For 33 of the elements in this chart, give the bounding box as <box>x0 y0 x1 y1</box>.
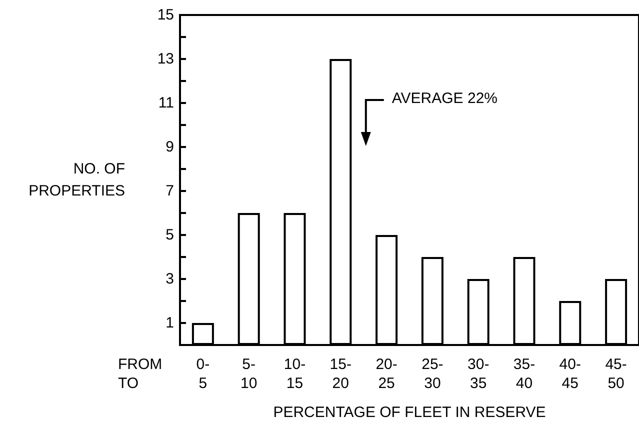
y-axis-title: NO. OF PROPERTIES <box>28 160 125 200</box>
bar <box>559 301 582 345</box>
text: FROM <box>118 356 162 373</box>
annotation: AVERAGE 22% <box>392 90 498 107</box>
x-tick-label: 15- 20 <box>330 356 352 392</box>
bar <box>421 257 444 345</box>
y-tick-label: 7 <box>166 182 174 200</box>
x-tick-label: 5- 10 <box>240 356 258 392</box>
bar <box>284 213 306 345</box>
x-tick-label: 40- 45 <box>559 356 581 392</box>
y-tick-label: 5 <box>166 226 174 244</box>
bar <box>192 323 214 345</box>
x-tick-label: 10- 15 <box>284 356 306 392</box>
x-tick-label: 30- 35 <box>468 356 490 392</box>
x-tick-label: 0- 5 <box>196 356 210 392</box>
y-tick-label: 3 <box>166 270 174 288</box>
bar <box>238 213 260 345</box>
x-tick-label: 20- 25 <box>376 356 398 392</box>
text: TO <box>118 375 139 392</box>
bar <box>376 235 398 345</box>
y-tick-label: 15 <box>157 6 174 24</box>
bar <box>467 279 490 345</box>
x-axis-title: PERCENTAGE OF FLEET IN RESERVE <box>273 404 546 421</box>
y-tick-label: 9 <box>166 138 174 156</box>
y-tick-label: 1 <box>166 314 174 332</box>
x-tick-label: 25- 30 <box>422 356 444 392</box>
x-tick-label: 35- 40 <box>513 356 536 392</box>
bar <box>330 59 352 345</box>
y-tick-label: 11 <box>158 94 174 112</box>
x-tick-label: 45- 50 <box>605 356 627 392</box>
y-tick-label: 13 <box>157 50 174 68</box>
bar <box>513 257 536 345</box>
bar <box>605 279 628 345</box>
